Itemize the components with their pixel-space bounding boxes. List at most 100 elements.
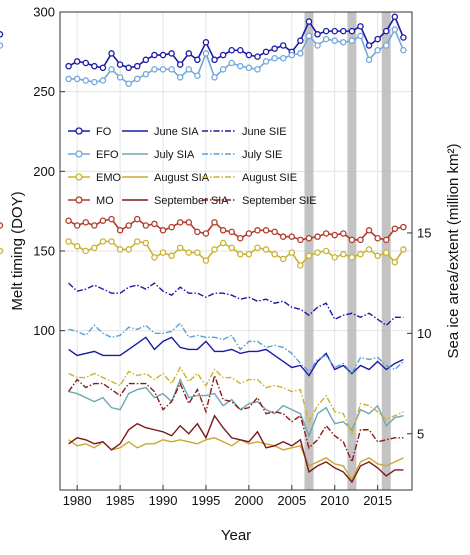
data-point-emo: [237, 250, 244, 258]
data-point-emo: [134, 238, 141, 245]
data-point-mo: [194, 228, 201, 236]
series-line-june-sie: [68, 282, 404, 327]
data-point-emo: [382, 249, 390, 256]
y-right-tick-label: 5: [417, 426, 424, 441]
y-left-tick-label: 100: [33, 323, 55, 338]
data-point-emo: [194, 249, 201, 256]
data-point-mo: [365, 227, 373, 234]
data-point-fo: [271, 45, 278, 52]
data-point-mo: [348, 236, 356, 244]
data-point-fo: [262, 48, 270, 56]
data-point-mo: [99, 217, 107, 224]
data-point-efo: [340, 39, 347, 46]
data-point-emo: [340, 250, 347, 258]
data-point-mo: [340, 230, 347, 237]
y-left-tick-label: 150: [33, 244, 55, 259]
data-point-fo: [65, 62, 72, 70]
data-point-mo: [116, 227, 124, 234]
series-line-efo: [68, 27, 405, 85]
data-point-efo: [108, 66, 115, 73]
data-point-emo: [65, 238, 72, 245]
series-line-august-sia: [68, 437, 404, 482]
data-point-efo: [279, 54, 287, 62]
data-point-emo: [0, 247, 4, 255]
data-point-fo: [400, 34, 407, 41]
data-point-efo: [159, 66, 167, 73]
data-point-mo: [159, 227, 167, 234]
data-point-emo: [271, 250, 278, 258]
data-point-emo: [391, 258, 399, 266]
data-point-fo: [176, 61, 184, 68]
series-line-mo: [68, 218, 404, 241]
x-axis-label: Year: [221, 527, 251, 544]
data-point-mo: [168, 223, 175, 231]
data-point-emo: [116, 246, 124, 253]
data-point-emo: [357, 250, 364, 258]
data-point-fo: [211, 56, 218, 64]
data-point-efo: [185, 66, 193, 73]
data-point-fo: [116, 61, 124, 68]
series-line-august-sie: [68, 366, 404, 436]
legend-label-september-sia: September SIA: [154, 195, 229, 207]
y-left-axis-label: Melt timing (DOY): [9, 191, 26, 310]
x-tick-label: 2015: [363, 493, 392, 508]
data-point-mo: [202, 230, 210, 237]
data-point-efo: [91, 78, 98, 86]
y-right-tick-label: 10: [417, 326, 431, 341]
data-point-fo: [245, 51, 253, 59]
data-point-fo: [340, 27, 347, 35]
data-point-efo: [271, 54, 278, 62]
data-point-fo: [228, 46, 235, 54]
data-point-fo: [151, 51, 158, 59]
data-point-mo: [125, 222, 132, 229]
data-point-fo: [91, 62, 98, 70]
data-point-emo: [297, 262, 304, 269]
data-point-emo: [125, 246, 132, 253]
data-point-efo: [176, 74, 184, 81]
data-point-mo: [65, 217, 72, 224]
data-point-efo: [65, 75, 72, 83]
data-point-fo: [202, 39, 210, 46]
data-point-mo: [211, 219, 218, 226]
x-tick-label: 2005: [277, 493, 306, 508]
legend-label-july-sie: July SIE: [242, 149, 282, 161]
data-point-fo: [254, 53, 261, 60]
data-point-fo: [168, 50, 175, 57]
data-point-mo: [237, 235, 244, 242]
data-point-fo: [237, 46, 244, 54]
legend-label-june-sie: June SIE: [242, 126, 287, 138]
data-point-fo: [322, 27, 330, 35]
data-point-efo: [365, 56, 373, 64]
data-point-mo: [314, 233, 321, 240]
data-point-emo: [400, 246, 407, 253]
data-point-fo: [0, 31, 4, 38]
data-point-efo: [82, 77, 90, 84]
x-tick-label: 1985: [106, 493, 135, 508]
data-point-mo: [108, 215, 115, 223]
legend-label-june-sia: June SIA: [154, 126, 199, 138]
y-left-tick-label: 200: [33, 164, 55, 179]
data-point-efo: [151, 66, 158, 73]
data-point-fo: [108, 50, 115, 57]
data-point-efo: [194, 72, 201, 79]
data-point-emo: [99, 238, 107, 245]
data-point-mo: [185, 219, 193, 226]
data-point-efo: [391, 26, 399, 33]
data-point-emo: [91, 244, 98, 252]
data-point-emo: [305, 252, 313, 260]
highlight-year-band: [304, 12, 314, 490]
data-point-fo: [391, 13, 399, 21]
data-point-mo: [228, 228, 235, 236]
data-point-emo: [211, 246, 218, 253]
data-point-emo: [168, 252, 175, 260]
legend-label-september-sie: September SIE: [242, 195, 317, 207]
data-point-emo: [331, 254, 338, 261]
data-point-emo: [73, 242, 81, 250]
data-point-efo: [73, 75, 81, 83]
data-point-emo: [314, 249, 321, 256]
legend-marker-efo: [75, 150, 83, 158]
data-point-efo: [382, 42, 390, 49]
data-point-emo: [228, 244, 235, 252]
